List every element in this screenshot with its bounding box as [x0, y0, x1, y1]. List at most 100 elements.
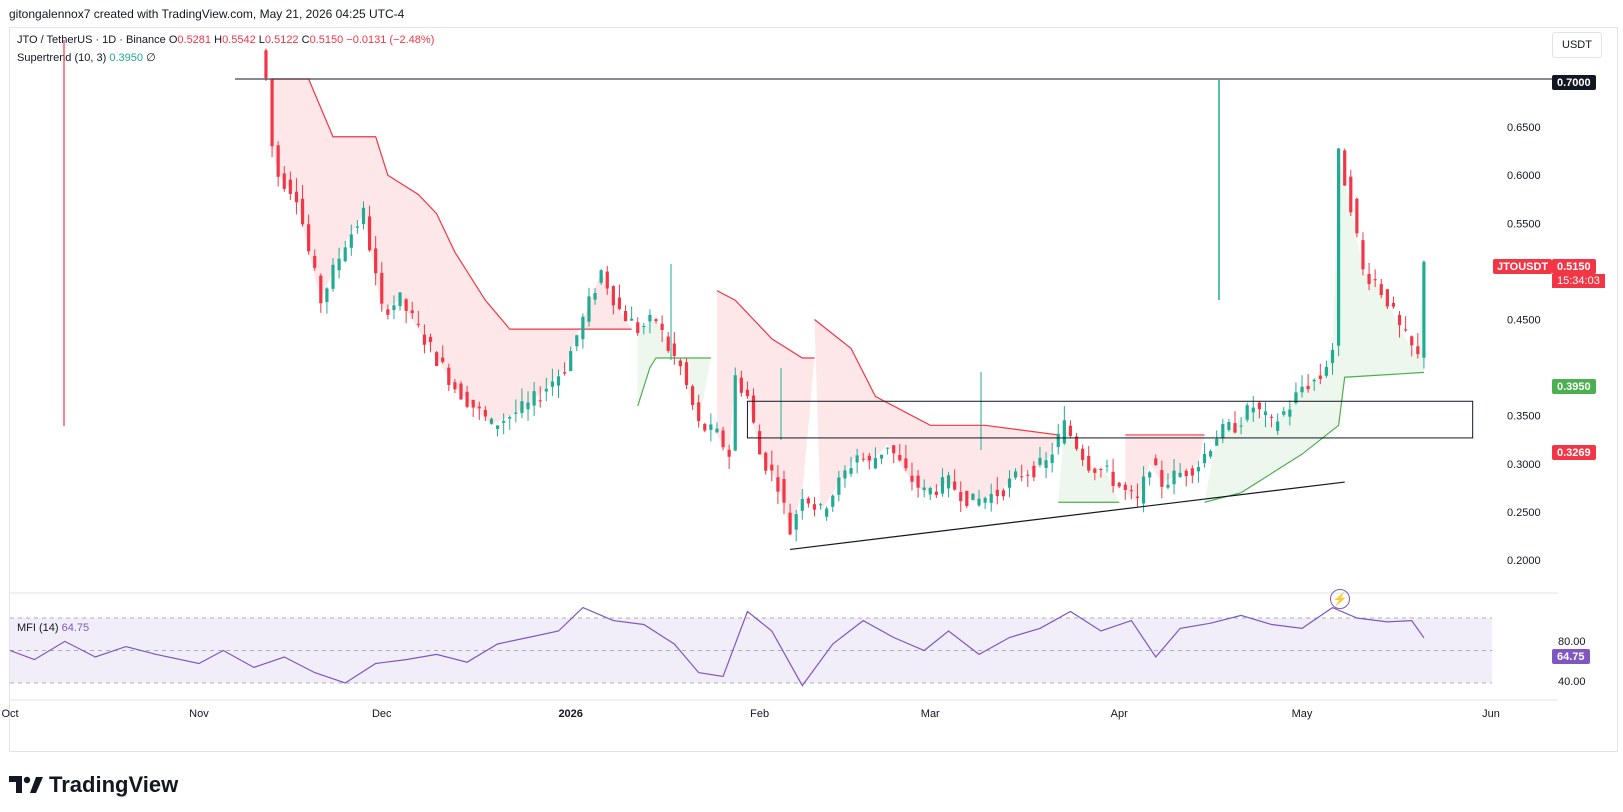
y-tick-label: 0.2500 — [1507, 507, 1541, 519]
candle-body — [1148, 472, 1152, 478]
high-label: H — [214, 34, 223, 46]
candle-body — [648, 314, 652, 322]
candle-body — [1001, 490, 1006, 497]
candle-body — [1404, 329, 1408, 331]
x-tick-label: Nov — [189, 708, 209, 720]
candle-body — [1410, 336, 1414, 346]
candle-body — [556, 376, 561, 386]
x-tick-label: Jun — [1482, 708, 1500, 720]
candle-body — [1087, 456, 1091, 471]
candle-body — [892, 445, 896, 454]
candle-body — [849, 468, 853, 474]
candle-body — [453, 382, 457, 390]
x-tick-label: Dec — [372, 708, 392, 720]
candle-body — [690, 386, 695, 405]
candle-body — [1105, 465, 1109, 467]
open-value: 0.5281 — [177, 34, 212, 46]
y-tick-label: 0.6000 — [1507, 170, 1541, 182]
candles-layer — [63, 40, 1426, 542]
bar-countdown: 15:34:03 — [1552, 274, 1605, 288]
supertrend-line — [814, 319, 1059, 436]
candle-body — [1361, 240, 1365, 270]
candle-body — [684, 362, 689, 385]
currency-unit-button[interactable]: USDT — [1552, 32, 1602, 58]
mfi-value-tag: 64.75 — [1552, 649, 1590, 664]
candle-body — [1306, 386, 1310, 390]
candle-body — [940, 477, 945, 494]
supertrend-fill — [814, 319, 1059, 512]
candle-body — [294, 191, 299, 203]
candle-body — [465, 391, 469, 407]
chart-frame — [9, 27, 1618, 752]
candle-body — [794, 514, 798, 530]
candle-body — [837, 477, 841, 495]
candle-body — [831, 495, 835, 507]
candle-body — [428, 336, 433, 342]
candle-body — [1343, 150, 1347, 186]
x-tick-label: Oct — [1, 708, 18, 720]
indicator-value: 0.3950 — [109, 52, 143, 64]
box-low-tag: 0.3269 — [1552, 445, 1596, 460]
tradingview-logo[interactable]: TradingView — [9, 772, 178, 798]
supertrend-line — [272, 78, 632, 330]
candle-body — [818, 504, 823, 506]
candle-body — [441, 357, 445, 362]
candle-body — [654, 319, 658, 322]
candle-body — [386, 309, 390, 315]
lightning-icon[interactable]: ⚡ — [1330, 589, 1350, 609]
candle-body — [764, 452, 768, 471]
y-tick-label: 0.3500 — [1507, 411, 1541, 423]
supertrend-layer — [272, 78, 1424, 532]
mfi-line — [9, 606, 1425, 687]
high-value: 0.5542 — [222, 34, 256, 46]
candle-body — [703, 424, 707, 431]
open-label: O — [168, 34, 178, 46]
candle-body — [288, 179, 292, 194]
candle-body — [1379, 284, 1383, 296]
supertrend-line — [716, 290, 815, 359]
candle-body — [325, 288, 329, 302]
candle-body — [995, 489, 999, 497]
last-price-tag: 0.5150 — [1552, 259, 1596, 274]
candle-body — [532, 391, 536, 406]
candle-body — [374, 248, 378, 274]
candle-body — [1422, 261, 1426, 358]
candle-body — [1050, 454, 1054, 464]
indicator-suffix: ∅ — [146, 52, 156, 64]
candle-body — [538, 400, 542, 402]
indicator-name[interactable]: Supertrend (10, 3) — [17, 52, 107, 64]
candle-body — [959, 492, 963, 502]
candle-body — [581, 316, 585, 340]
candle-body — [575, 335, 579, 347]
x-tick-label: Apr — [1111, 708, 1128, 720]
candle-body — [800, 498, 804, 511]
price-axis: 0.2000 0.2500 0.3000 0.3500 0.4500 0.5500 0.60… — [1507, 122, 1541, 567]
candle-body — [550, 381, 555, 387]
candle-body — [313, 255, 317, 268]
low-value: 0.5122 — [264, 34, 299, 46]
candle-body — [812, 504, 817, 510]
candle-body — [916, 475, 920, 488]
candle-body — [989, 493, 993, 503]
candle-body — [1312, 379, 1316, 382]
symbol-name[interactable]: JTO / TetherUS · 1D · Binance — [17, 34, 166, 46]
candle-body — [1038, 457, 1042, 465]
candle-body — [1257, 402, 1261, 410]
level-high-tag: 0.7000 — [1552, 75, 1596, 90]
x-tick-label: Feb — [750, 708, 769, 720]
mfi-legend: MFI (14) 64.75 — [17, 622, 89, 634]
candle-body — [678, 360, 682, 367]
candle-body — [483, 409, 487, 417]
candle-body — [416, 323, 420, 325]
candle-body — [1044, 460, 1048, 468]
candle-body — [1111, 471, 1115, 486]
candle-body — [666, 336, 670, 351]
candle-body — [843, 470, 847, 479]
candle-body — [1294, 392, 1298, 403]
candle-body — [1397, 314, 1402, 326]
candle-body — [715, 428, 719, 433]
supertrend-fill — [716, 290, 815, 532]
candle-body — [282, 173, 286, 189]
mfi-name[interactable]: MFI (14) — [17, 622, 59, 634]
